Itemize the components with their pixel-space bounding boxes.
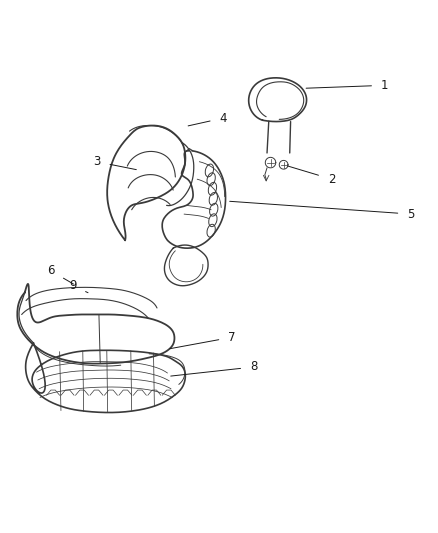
Text: 9: 9	[69, 279, 88, 293]
Text: 3: 3	[93, 155, 136, 169]
Text: 1: 1	[306, 79, 389, 92]
Text: 4: 4	[188, 111, 227, 126]
Text: 8: 8	[171, 360, 258, 376]
Text: 6: 6	[47, 264, 74, 284]
Text: 7: 7	[170, 331, 236, 349]
Text: 2: 2	[288, 166, 336, 185]
Text: 5: 5	[230, 201, 415, 221]
